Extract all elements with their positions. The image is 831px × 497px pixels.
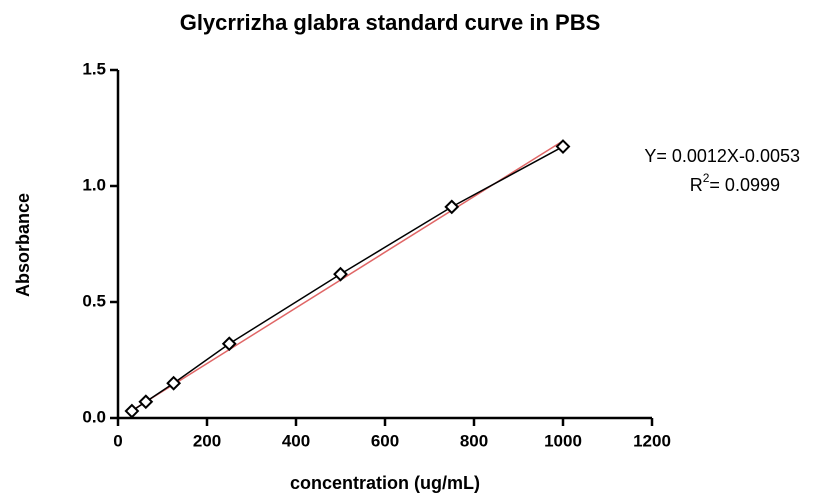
data-point [166,375,182,391]
r2-base: R [690,175,703,195]
data-point [138,394,154,410]
x-tick-label: 1200 [633,431,671,450]
x-tick-label: 600 [371,431,399,450]
y-tick-label: 1.5 [82,59,106,78]
data-point [221,336,237,352]
equation: Y= 0.0012X-0.0053 [644,146,800,166]
data-point [124,403,140,419]
r2-rest: = 0.0999 [709,175,780,195]
y-tick-label: 0.5 [82,291,106,310]
r2-sup: 2 [703,171,710,185]
data-point [555,139,571,154]
data-point [333,266,348,282]
y-tick-label: 1.0 [82,175,106,194]
x-tick-label: 1000 [544,431,582,450]
r-squared: R2= 0.0999 [690,171,780,195]
x-tick-label: 400 [282,431,310,450]
x-tick-label: 200 [193,431,221,450]
series-line [131,145,564,412]
x-tick-label: 800 [460,431,488,450]
x-tick-label: 0 [113,431,122,450]
chart-title: Glycrrizha glabra standard curve in PBS [180,10,601,35]
y-tick-label: 0.0 [82,407,106,426]
x-axis-label: concentration (ug/mL) [290,473,480,493]
y-axis-label: Absorbance [13,193,33,297]
data-point [444,199,460,215]
